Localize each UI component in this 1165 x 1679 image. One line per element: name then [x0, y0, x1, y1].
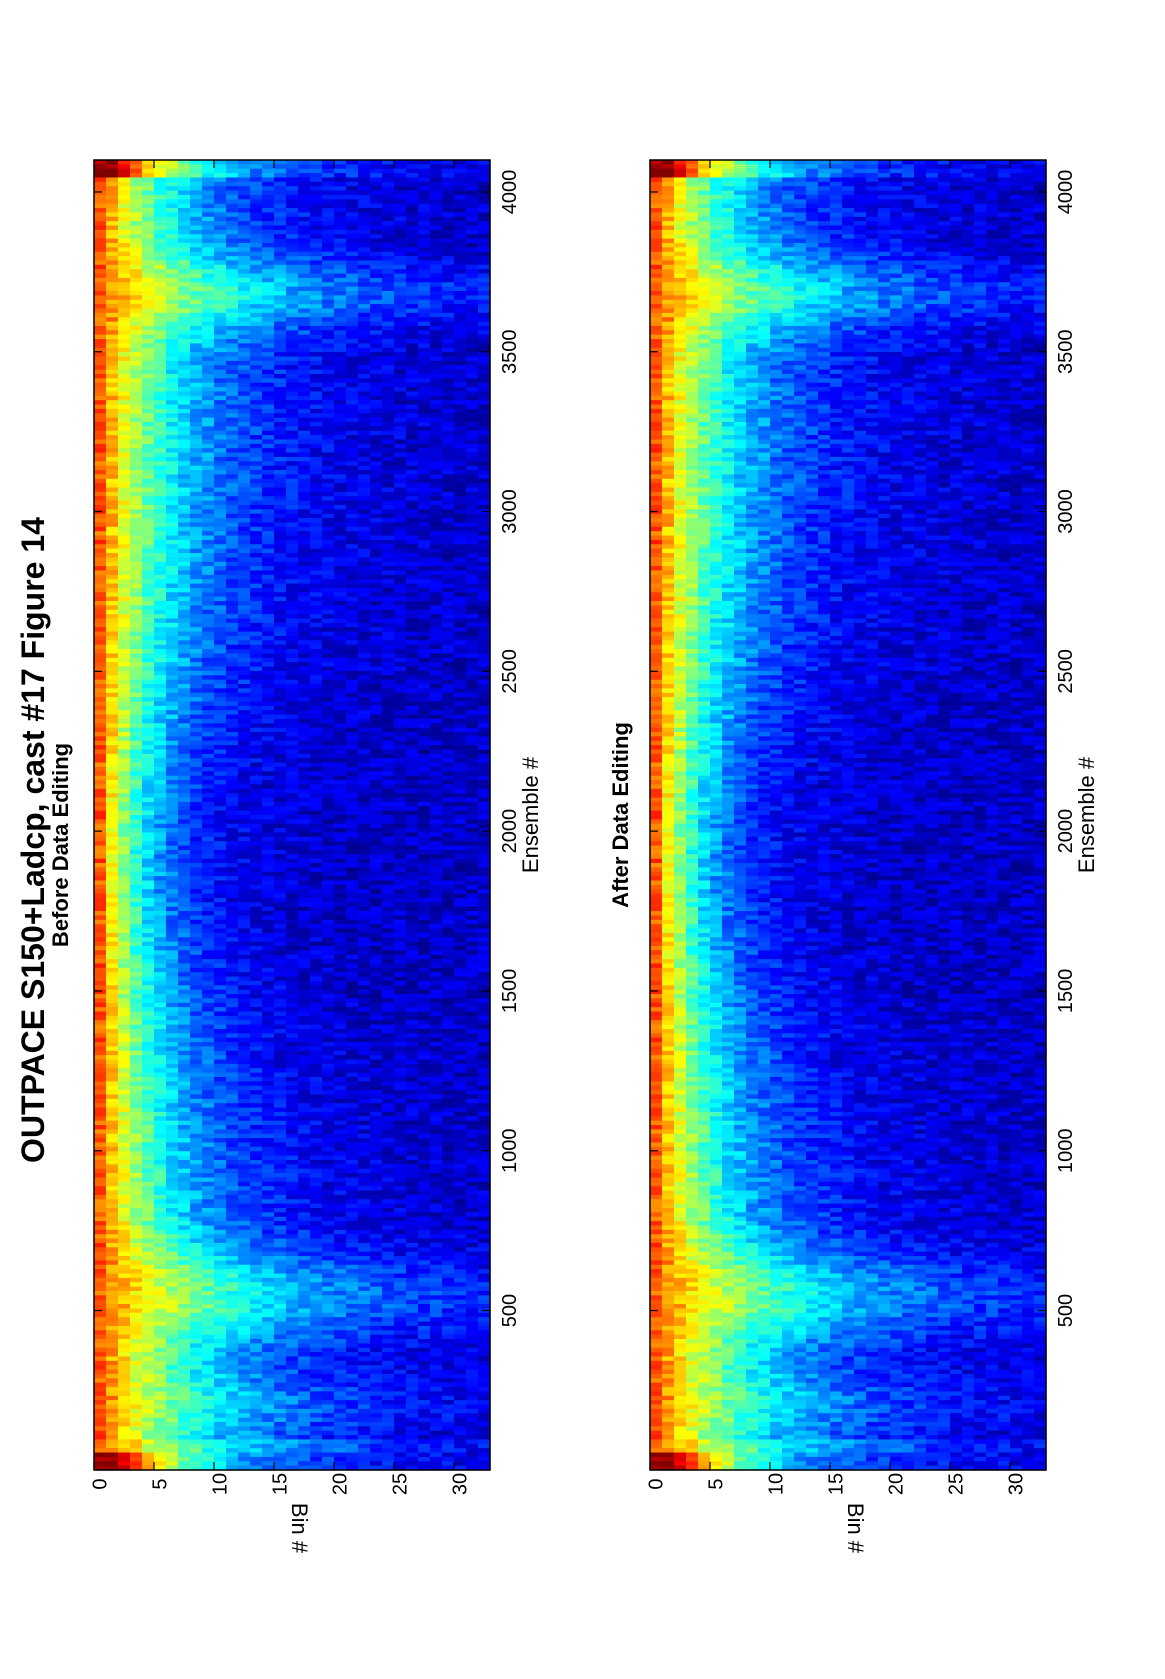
figure-title: OUTPACE S150+Ladcp, cast #17 Figure 14 [15, 517, 51, 1163]
axes-frame [649, 159, 1047, 1471]
x-tick-label: 1000 [1055, 1128, 1077, 1173]
x-tick-label: 2500 [1055, 649, 1077, 694]
panel-after-editing: 500 1000 1500 2000 2500 3000 3500 4000 0 5 10 15 20 2… [608, 159, 1099, 1554]
x-axis-label: Ensemble # [1074, 756, 1099, 873]
x-tick-label: 500 [499, 1294, 521, 1327]
y-tick-label: 0 [645, 1478, 667, 1489]
x-tick-label: 1500 [1055, 969, 1077, 1014]
y-tick-label: 0 [89, 1478, 111, 1489]
y-tick-label: 25 [945, 1473, 967, 1495]
y-tick-label: 20 [885, 1473, 907, 1495]
y-tick-label: 10 [209, 1473, 231, 1495]
y-axis-label: Bin # [843, 1503, 868, 1554]
y-tick-label: 5 [705, 1478, 727, 1489]
x-tick-label: 3000 [1055, 489, 1077, 534]
x-tick-label: 1000 [499, 1128, 521, 1173]
panel-title: After Data Editing [608, 722, 633, 908]
x-tick-label: 3500 [1055, 330, 1077, 375]
panel-title: Before Data Editing [48, 743, 73, 947]
y-tick-label: 30 [449, 1473, 471, 1495]
y-tick-label: 15 [269, 1473, 291, 1495]
y-tick-label: 15 [825, 1473, 847, 1495]
axes-frame [93, 159, 491, 1471]
y-axis-label: Bin # [287, 1503, 312, 1554]
y-tick-label: 10 [765, 1473, 787, 1495]
panel-before-editing: 500 1000 1500 2000 2500 3000 3500 4000 0 5 10 15 20 2… [48, 159, 543, 1554]
x-tick-label: 500 [1055, 1294, 1077, 1327]
y-tick-label: 20 [329, 1473, 351, 1495]
heatmap-image [650, 160, 1047, 1471]
x-tick-label: 3500 [499, 330, 521, 375]
y-tick-label: 30 [1005, 1473, 1027, 1495]
x-tick-label: 4000 [1055, 170, 1077, 215]
x-tick-label: 2500 [499, 649, 521, 694]
x-tick-label: 2000 [499, 809, 521, 854]
x-tick-label: 2000 [1055, 809, 1077, 854]
x-tick-label: 1500 [499, 969, 521, 1014]
heatmap-image [94, 160, 491, 1471]
x-tick-label: 4000 [499, 170, 521, 215]
x-tick-label: 3000 [499, 489, 521, 534]
y-tick-label: 25 [389, 1473, 411, 1495]
y-tick-label: 5 [149, 1478, 171, 1489]
x-axis-label: Ensemble # [518, 756, 543, 873]
